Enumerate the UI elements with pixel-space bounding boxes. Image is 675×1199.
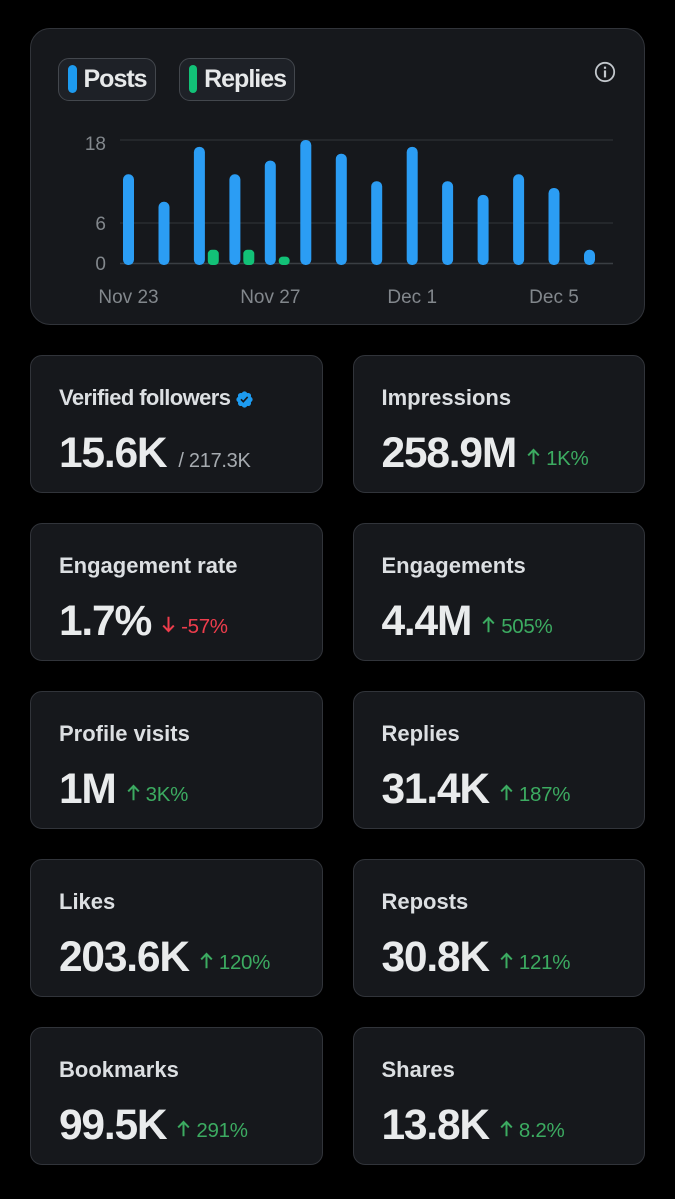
svg-text:18: 18 [85,134,106,155]
svg-text:0: 0 [95,254,106,275]
svg-text:Dec 1: Dec 1 [387,287,437,308]
svg-text:Dec 5: Dec 5 [529,287,579,308]
svg-text:Nov 23: Nov 23 [98,287,158,308]
svg-text:Nov 27: Nov 27 [240,287,300,308]
svg-text:6: 6 [95,214,106,235]
